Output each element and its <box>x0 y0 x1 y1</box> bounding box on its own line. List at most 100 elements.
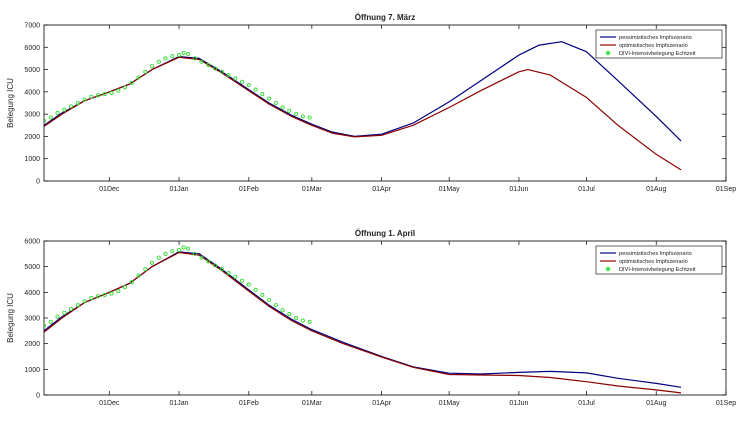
data-point <box>143 267 148 272</box>
data-point <box>143 69 148 74</box>
x-tick-label: 01Jan <box>170 186 189 193</box>
x-tick-label: 01Aug <box>646 400 666 407</box>
y-tick-label: 4000 <box>24 290 40 297</box>
data-point <box>163 251 168 256</box>
data-point <box>149 260 155 265</box>
data-point <box>186 246 191 251</box>
data-point <box>102 92 107 97</box>
legend-marker-icon: ✱ <box>605 50 611 58</box>
data-point <box>233 274 238 279</box>
data-point <box>62 107 67 112</box>
y-tick-label: 2000 <box>24 134 40 141</box>
data-point <box>233 76 238 81</box>
chart-title: Öffnung 7. März <box>355 13 415 22</box>
x-tick-label: 01Aug <box>646 186 666 193</box>
data-point <box>280 105 285 110</box>
legend-box <box>595 245 723 275</box>
data-point <box>307 115 312 120</box>
legend-label-1: pessimistisches Impfszenario <box>619 251 692 257</box>
data-point <box>176 247 182 253</box>
data-point <box>267 297 272 303</box>
series-group <box>44 41 682 171</box>
data-point <box>181 50 186 55</box>
data-point <box>95 93 101 98</box>
data-point <box>240 79 245 84</box>
data-point <box>192 251 197 256</box>
series-markers-3 <box>44 50 312 123</box>
x-tick-label: 01Sep <box>716 400 736 407</box>
data-point <box>226 73 231 78</box>
data-point <box>170 54 175 59</box>
x-tick-label: 01Mar <box>302 186 323 193</box>
data-point <box>294 315 299 321</box>
data-point <box>149 64 155 69</box>
data-point <box>156 255 161 260</box>
data-point <box>75 303 80 308</box>
data-point <box>176 53 182 58</box>
x-tick-label: 01Dec <box>99 186 120 193</box>
data-point <box>129 80 134 85</box>
y-tick-label: 6000 <box>24 45 40 52</box>
data-point <box>300 114 305 119</box>
data-point <box>122 85 128 90</box>
x-tick-label: 01Apr <box>372 186 391 193</box>
legend: pessimistisches Impfszenario optimistisch… <box>595 245 723 275</box>
data-point <box>89 94 94 99</box>
series-line-2 <box>44 251 682 394</box>
data-point <box>136 75 141 80</box>
y-tick-label: 4000 <box>24 89 40 96</box>
data-point <box>246 282 251 287</box>
data-point <box>116 88 121 93</box>
data-point <box>116 289 121 294</box>
data-point <box>260 292 265 297</box>
data-point <box>62 310 67 315</box>
data-point <box>170 249 175 254</box>
data-point <box>213 66 218 71</box>
data-point <box>181 245 186 250</box>
data-point <box>307 319 312 324</box>
data-point <box>253 287 258 292</box>
x-tick-label: 01Dec <box>99 400 120 407</box>
data-point <box>89 295 94 301</box>
data-point <box>192 56 197 61</box>
data-point <box>163 56 168 61</box>
x-tick-label: 01Apr <box>372 400 391 407</box>
legend-label-1: pessimistisches Impfszenario <box>619 35 692 41</box>
x-tick-label: 01Jul <box>578 186 595 193</box>
y-axis-label: Belegung ICU <box>6 293 15 343</box>
y-tick-label: 0 <box>36 393 40 400</box>
data-point <box>199 59 204 64</box>
y-tick-label: 0 <box>36 179 40 186</box>
legend-label-2: optimistisches Impfszenario <box>619 43 688 49</box>
data-point <box>240 278 245 283</box>
data-point <box>226 271 231 276</box>
chart-title: Öffnung 1. April <box>355 229 415 238</box>
chart-panel-2: Öffnung 1. April Belegung ICU 0 1000 2000 300… <box>6 229 736 407</box>
data-point <box>260 92 265 97</box>
x-tick-label: 01May <box>439 186 461 193</box>
data-point <box>300 318 305 323</box>
x-tick-label: 01Jul <box>578 400 595 407</box>
legend-label-3: DIVI-Intensivbelegung Echtzeit <box>619 267 696 273</box>
data-point <box>219 69 224 74</box>
data-point <box>136 273 141 278</box>
x-tick-label: 01Jun <box>509 186 528 193</box>
data-point <box>213 263 218 268</box>
data-point <box>129 280 134 285</box>
data-point <box>44 323 47 328</box>
x-tick-label: 01Jan <box>170 400 189 407</box>
data-point <box>48 319 53 324</box>
data-point <box>122 285 128 290</box>
data-point <box>156 59 161 64</box>
data-point <box>109 291 114 296</box>
data-point <box>186 51 191 57</box>
legend-label-2: optimistisches Impfszenario <box>619 259 688 265</box>
y-tick-label: 2000 <box>24 341 40 348</box>
data-point <box>199 255 204 260</box>
data-point <box>48 115 53 120</box>
data-point <box>44 118 47 123</box>
series-markers-3 <box>44 245 312 328</box>
data-point <box>82 97 87 102</box>
legend-box <box>595 29 723 59</box>
data-point <box>206 63 211 68</box>
